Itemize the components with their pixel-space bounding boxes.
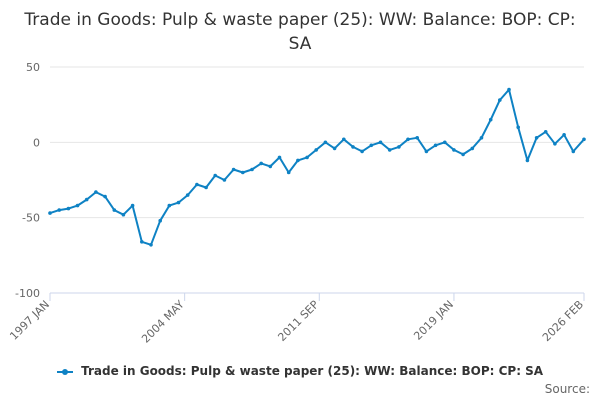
data-point[interactable] [461, 152, 465, 157]
data-point[interactable] [415, 136, 420, 140]
data-point[interactable] [84, 197, 89, 202]
source-label: Source: [544, 382, 590, 396]
x-axis: 1997 JAN 2004 MAY 2011 SEP 2019 JAN 2026 FEB [7, 292, 586, 346]
data-point[interactable] [250, 167, 254, 172]
data-point[interactable] [516, 125, 520, 130]
y-tick-label: 0 [33, 136, 40, 149]
data-point[interactable] [443, 140, 447, 145]
data-point[interactable] [48, 211, 52, 215]
series-line[interactable] [49, 88, 585, 246]
data-point[interactable] [553, 142, 557, 146]
data-point[interactable] [195, 182, 199, 187]
data-point[interactable] [562, 133, 566, 137]
data-point[interactable] [424, 149, 429, 154]
data-point[interactable] [149, 243, 153, 247]
data-point[interactable] [241, 170, 245, 175]
data-point[interactable] [452, 148, 456, 152]
data-point[interactable] [507, 87, 511, 92]
data-point[interactable] [582, 137, 586, 142]
data-point[interactable] [121, 212, 126, 217]
data-point[interactable] [314, 148, 319, 152]
data-series [48, 87, 586, 247]
x-tick-label: 2011 SEP [275, 298, 321, 344]
grid-lines [50, 66, 584, 294]
data-point[interactable] [130, 203, 135, 208]
data-point[interactable] [57, 208, 61, 212]
y-axis: 50 0 -50 -100 [15, 61, 40, 300]
data-point[interactable] [66, 206, 71, 211]
data-point[interactable] [176, 200, 181, 205]
data-point[interactable] [167, 203, 172, 208]
data-point[interactable] [387, 148, 392, 152]
data-point[interactable] [479, 136, 484, 140]
data-point[interactable] [332, 146, 337, 151]
data-point[interactable] [534, 136, 539, 140]
data-point[interactable] [305, 155, 309, 160]
legend-series-label[interactable]: Trade in Goods: Pulp & waste paper (25):… [81, 364, 544, 378]
data-point[interactable] [259, 161, 264, 166]
data-point[interactable] [571, 149, 576, 154]
x-tick-label: 2019 JAN [411, 298, 456, 343]
y-tick-label: -100 [15, 287, 40, 300]
data-point[interactable] [222, 178, 227, 182]
data-point[interactable] [103, 194, 107, 199]
x-tick-label: 2004 MAY [139, 298, 187, 346]
data-point[interactable] [323, 140, 328, 145]
x-tick-label: 2026 FEB [540, 298, 586, 344]
data-point[interactable] [360, 149, 364, 154]
data-point[interactable] [525, 158, 530, 163]
data-point[interactable] [286, 170, 291, 175]
x-tick-label: 1997 JAN [7, 298, 52, 343]
data-point[interactable] [277, 155, 282, 160]
data-point[interactable] [204, 185, 208, 190]
chart-title: Trade in Goods: Pulp & waste paper (25):… [24, 10, 576, 54]
data-point[interactable] [397, 145, 401, 149]
data-point[interactable] [470, 146, 475, 151]
data-point[interactable] [268, 164, 273, 169]
data-point[interactable] [213, 173, 217, 178]
data-point[interactable] [94, 190, 98, 194]
legend[interactable]: Trade in Goods: Pulp & waste paper (25):… [0, 364, 600, 378]
data-point[interactable] [488, 117, 493, 122]
data-point[interactable] [378, 140, 383, 145]
data-point[interactable] [543, 130, 548, 134]
legend-line-marker-icon [56, 368, 73, 375]
data-point[interactable] [231, 167, 236, 172]
data-point[interactable] [406, 137, 410, 142]
data-point[interactable] [369, 143, 374, 148]
data-point[interactable] [342, 137, 346, 142]
data-point[interactable] [498, 98, 502, 102]
data-point[interactable] [296, 158, 300, 163]
y-tick-label: -50 [22, 212, 40, 225]
data-point[interactable] [112, 208, 117, 212]
data-point[interactable] [158, 218, 162, 223]
data-point[interactable] [75, 203, 80, 208]
data-point[interactable] [140, 240, 144, 244]
data-point[interactable] [433, 143, 438, 148]
data-point[interactable] [185, 193, 190, 197]
data-point[interactable] [351, 145, 355, 149]
y-tick-label: 50 [26, 61, 40, 74]
